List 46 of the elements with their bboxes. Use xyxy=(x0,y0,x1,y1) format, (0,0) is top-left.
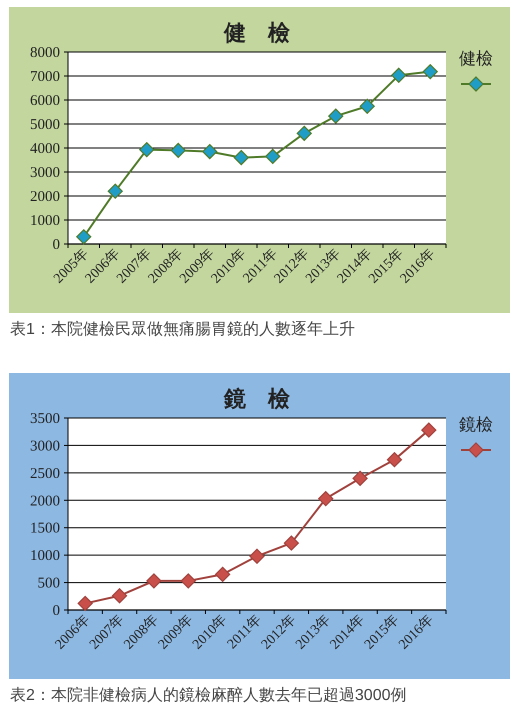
y-tick-label: 500 xyxy=(38,576,60,592)
point xyxy=(202,144,218,160)
y-tick-label: 1500 xyxy=(30,520,60,537)
point xyxy=(170,142,186,158)
y-tick-label: 1000 xyxy=(30,548,60,564)
point xyxy=(265,148,280,164)
point xyxy=(296,126,312,141)
y-tick-label: 5000 xyxy=(30,117,60,133)
y-tick-label: 2000 xyxy=(30,189,60,205)
point xyxy=(180,573,196,589)
point xyxy=(386,452,402,468)
series-label: 健檢 xyxy=(459,49,493,68)
point xyxy=(391,68,406,83)
y-tick-label: 3500 xyxy=(30,411,60,427)
chart-title: 鏡 檢 xyxy=(223,386,291,411)
point xyxy=(108,184,123,199)
point xyxy=(215,566,230,582)
y-tick-label: 6000 xyxy=(30,93,60,109)
point xyxy=(249,548,265,564)
point xyxy=(146,573,162,589)
y-tick-label: 3000 xyxy=(30,438,60,454)
y-tick-label: 0 xyxy=(52,603,60,619)
point xyxy=(139,142,154,158)
point xyxy=(352,470,368,486)
text: 表2：本院非健檢病人的鏡檢麻醉人數去年已超過3000例 xyxy=(10,686,406,704)
point xyxy=(422,64,438,80)
y-tick-label: 0 xyxy=(52,237,60,253)
text: 表1：本院健檢民眾做無痛腸胃鏡的人數逐年上升 xyxy=(10,320,355,338)
y-tick-label: 1000 xyxy=(30,213,60,229)
y-tick-label: 3000 xyxy=(30,165,60,181)
y-tick-label: 2500 xyxy=(30,466,60,482)
point xyxy=(78,596,93,612)
y-tick-label: 2000 xyxy=(30,493,60,510)
point xyxy=(360,98,375,114)
y-tick-label: 7000 xyxy=(30,69,60,85)
series-label: 鏡檢 xyxy=(459,415,493,434)
point xyxy=(234,150,249,166)
point xyxy=(76,229,92,244)
point xyxy=(318,491,334,506)
chart-title: 健 檢 xyxy=(223,20,291,45)
point xyxy=(284,535,299,551)
point xyxy=(421,422,436,438)
y-tick-label: 8000 xyxy=(30,45,60,61)
point xyxy=(112,588,128,604)
point xyxy=(328,108,344,124)
y-tick-label: 4000 xyxy=(30,141,60,157)
